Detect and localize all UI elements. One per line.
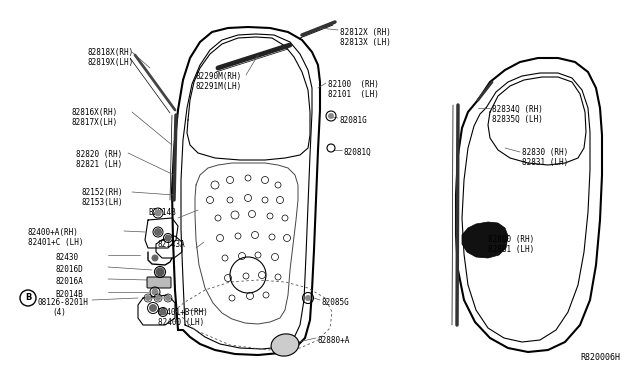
Text: 82835Q (LH): 82835Q (LH): [492, 115, 543, 124]
Text: 82291M(LH): 82291M(LH): [196, 82, 243, 91]
Circle shape: [152, 254, 159, 262]
Text: 82880 (RH): 82880 (RH): [488, 235, 534, 244]
Text: 82153(LH): 82153(LH): [82, 198, 124, 207]
Text: 82016D: 82016D: [55, 265, 83, 274]
Circle shape: [159, 308, 166, 315]
Circle shape: [305, 295, 311, 301]
Text: 82816X(RH): 82816X(RH): [72, 108, 118, 117]
Text: 82813X (LH): 82813X (LH): [340, 38, 391, 47]
Text: 82400 (LH): 82400 (LH): [158, 318, 204, 327]
Polygon shape: [462, 222, 508, 258]
Text: 82881 (LH): 82881 (LH): [488, 245, 534, 254]
Text: 82101  (LH): 82101 (LH): [328, 90, 379, 99]
Text: 82819X(LH): 82819X(LH): [88, 58, 134, 67]
Text: 82817X(LH): 82817X(LH): [72, 118, 118, 127]
Text: 82100  (RH): 82100 (RH): [328, 80, 379, 89]
Text: 82143A: 82143A: [158, 240, 186, 249]
Text: 82081Q: 82081Q: [344, 148, 372, 157]
Circle shape: [145, 295, 151, 301]
Text: 82016A: 82016A: [55, 277, 83, 286]
Text: 82085G: 82085G: [322, 298, 349, 307]
Text: B2014B: B2014B: [55, 290, 83, 299]
Text: 82401+B(RH): 82401+B(RH): [158, 308, 209, 317]
Text: 82880+A: 82880+A: [318, 336, 350, 345]
Circle shape: [156, 267, 164, 276]
Circle shape: [165, 295, 171, 301]
Circle shape: [164, 234, 172, 241]
FancyBboxPatch shape: [147, 277, 171, 288]
Text: (4): (4): [52, 308, 66, 317]
Text: 82152(RH): 82152(RH): [82, 188, 124, 197]
Text: 82290M(RH): 82290M(RH): [196, 72, 243, 81]
Text: R820006H: R820006H: [580, 353, 620, 362]
Text: 82821 (LH): 82821 (LH): [76, 160, 122, 169]
Text: 82812X (RH): 82812X (RH): [340, 28, 391, 37]
Text: 08126-8201H: 08126-8201H: [38, 298, 89, 307]
Text: 82818X(RH): 82818X(RH): [88, 48, 134, 57]
Text: B: B: [25, 294, 31, 302]
Text: 82081G: 82081G: [340, 116, 368, 125]
Circle shape: [154, 228, 162, 236]
Text: 82820 (RH): 82820 (RH): [76, 150, 122, 159]
Text: 82400+A(RH): 82400+A(RH): [28, 228, 79, 237]
Circle shape: [154, 209, 161, 217]
Text: B2014B: B2014B: [148, 208, 176, 217]
Text: 82831 (LH): 82831 (LH): [522, 158, 568, 167]
Ellipse shape: [271, 334, 299, 356]
Circle shape: [149, 304, 157, 312]
Text: 82401+C (LH): 82401+C (LH): [28, 238, 83, 247]
Text: 82834Q (RH): 82834Q (RH): [492, 105, 543, 114]
Circle shape: [328, 113, 334, 119]
Circle shape: [155, 295, 161, 301]
Text: 82430: 82430: [55, 253, 78, 262]
Circle shape: [152, 289, 159, 295]
Text: 82830 (RH): 82830 (RH): [522, 148, 568, 157]
